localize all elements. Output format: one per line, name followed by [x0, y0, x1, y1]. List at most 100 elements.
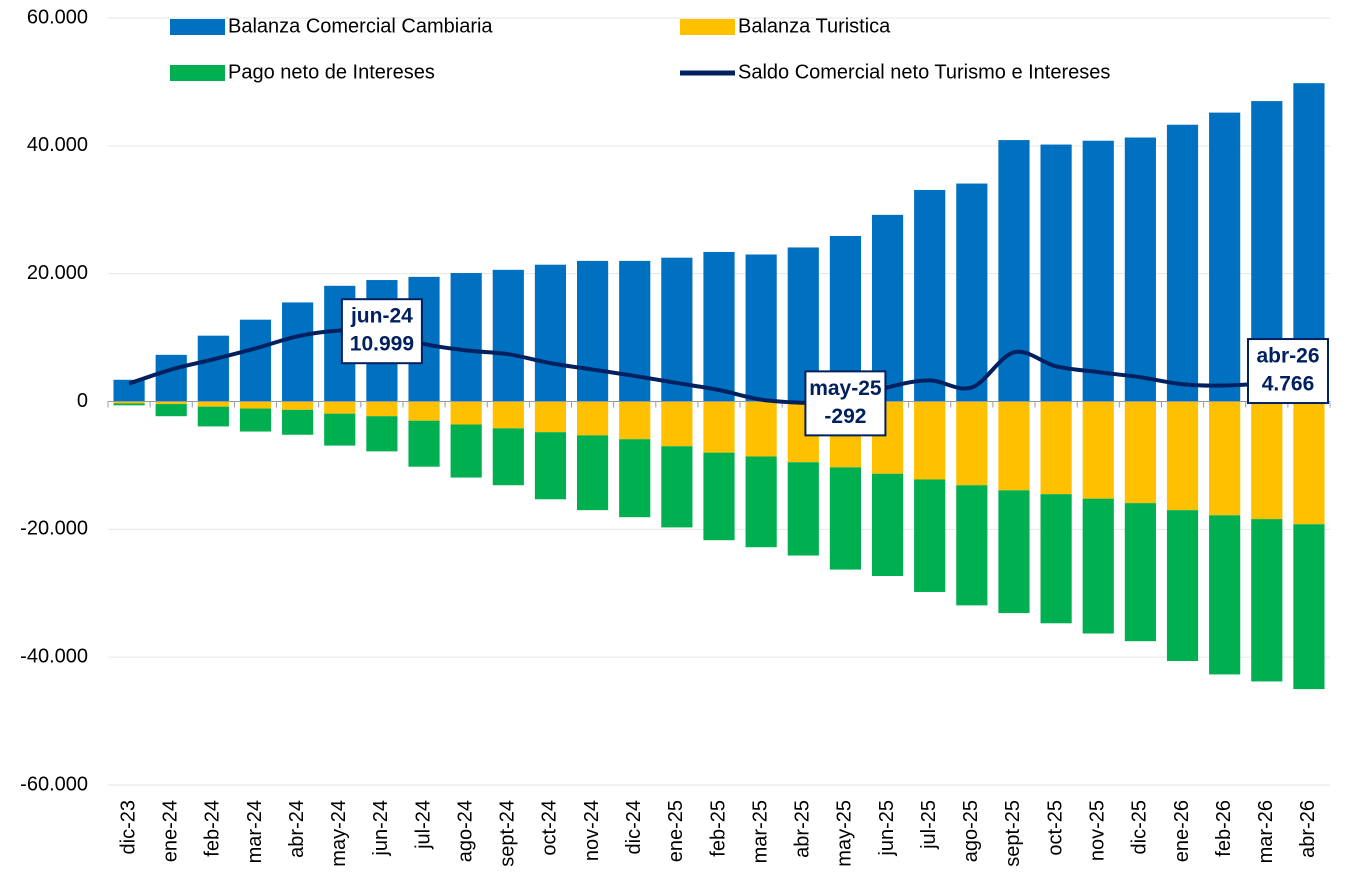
bar [1040, 144, 1072, 402]
bar [366, 401, 398, 417]
x-tick-label: dic-25 [1129, 800, 1151, 854]
x-tick-label: ago-25 [960, 800, 982, 862]
bar [282, 409, 314, 435]
bar [1293, 401, 1325, 525]
bar [998, 490, 1030, 614]
x-tick-label: abr-25 [792, 800, 814, 858]
x-tick-label: ene-25 [665, 800, 687, 862]
bar [408, 420, 440, 467]
bar [914, 401, 946, 480]
callout-category: abr-26 [1256, 345, 1319, 368]
bar [703, 251, 735, 402]
x-tick-label: abr-26 [1297, 800, 1319, 858]
bar [956, 183, 988, 402]
bar [408, 401, 440, 421]
legend-label: Saldo Comercial neto Turismo e Intereses [738, 61, 1110, 83]
bar [998, 401, 1030, 491]
bar [1082, 498, 1114, 634]
x-tick-label: may-24 [328, 800, 350, 867]
bar [197, 406, 229, 427]
bar [113, 379, 145, 402]
legend-swatch [170, 65, 225, 81]
y-tick-label: 0 [77, 390, 88, 412]
bar [661, 401, 693, 447]
bar [492, 401, 524, 429]
bar [492, 428, 524, 486]
bar [1040, 401, 1072, 495]
bar [1209, 401, 1241, 516]
legend-swatch [680, 19, 735, 35]
callout-box [1247, 338, 1329, 405]
bar [661, 257, 693, 402]
bar [324, 413, 356, 446]
legend-swatch [170, 19, 225, 35]
bar [1166, 510, 1199, 662]
bar [576, 401, 609, 436]
bar [871, 473, 904, 576]
callout-value: 10.999 [350, 333, 414, 356]
x-tick-label: jul-24 [412, 800, 434, 850]
bar [703, 452, 735, 541]
legend-label: Balanza Turistica [738, 15, 891, 37]
x-tick-label: nov-24 [581, 800, 603, 861]
bar [1293, 524, 1325, 690]
bar [1166, 401, 1199, 511]
x-tick-label: feb-24 [202, 800, 224, 857]
bar [155, 354, 187, 402]
bar [197, 335, 229, 402]
x-tick-label: dic-24 [623, 800, 645, 854]
bar [914, 189, 946, 402]
x-tick-label: may-25 [834, 800, 856, 867]
x-tick-label: oct-24 [539, 800, 561, 856]
callout-category: jun-24 [350, 305, 413, 328]
bar [324, 401, 356, 414]
bar [703, 401, 735, 453]
bar [197, 401, 229, 407]
bar [534, 264, 567, 402]
x-tick-label: nov-25 [1087, 800, 1109, 861]
bar [113, 403, 145, 406]
bar [787, 462, 819, 556]
bar [619, 260, 651, 402]
bar [492, 269, 524, 402]
bar [745, 254, 777, 402]
bar [956, 485, 988, 606]
bar [1082, 140, 1114, 402]
bar [1251, 401, 1283, 520]
bar [1124, 137, 1156, 402]
x-tick-label: jun-24 [370, 800, 392, 857]
callout-box [340, 298, 423, 365]
bar [745, 456, 777, 548]
x-tick-label: feb-26 [1213, 800, 1235, 857]
bar [534, 401, 567, 433]
bar [450, 424, 482, 478]
x-tick-label: dic-23 [117, 800, 139, 854]
bar [450, 401, 482, 425]
bar [239, 408, 272, 432]
bar [1251, 519, 1283, 682]
x-tick-label: mar-25 [749, 800, 771, 863]
callout-category: may-25 [809, 377, 882, 400]
callout-box [804, 370, 887, 437]
bar [1166, 124, 1199, 402]
bar [619, 439, 651, 518]
bar [914, 479, 946, 592]
x-tick-label: jun-25 [876, 800, 898, 857]
y-tick-label: 40.000 [27, 134, 88, 156]
x-tick-label: sept-25 [1002, 800, 1024, 867]
bar [1082, 401, 1114, 499]
bar [998, 140, 1030, 402]
bar [1209, 112, 1241, 402]
bar [576, 260, 609, 402]
x-tick-label: ene-24 [159, 800, 181, 862]
bar [239, 401, 272, 409]
bar [239, 319, 272, 402]
y-tick-label: 60.000 [27, 6, 88, 28]
bar [282, 302, 314, 402]
y-tick-label: 20.000 [27, 262, 88, 284]
x-tick-label: oct-25 [1044, 800, 1066, 856]
bar [661, 446, 693, 528]
bar [450, 273, 482, 402]
bar [282, 401, 314, 410]
